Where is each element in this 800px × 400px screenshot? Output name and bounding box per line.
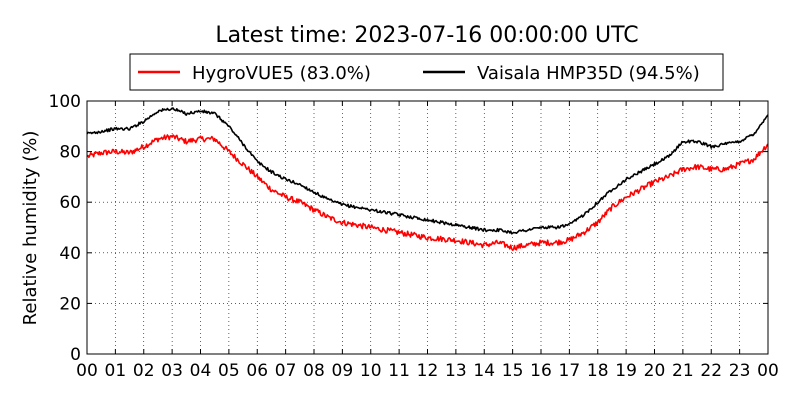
x-tick-label: 21: [672, 361, 694, 381]
x-tick-label: 14: [473, 361, 495, 381]
legend: HygroVUE5 (83.0%) Vaisala HMP35D (94.5%): [129, 53, 724, 91]
y-tick-label: 40: [59, 244, 81, 264]
x-tick-label: 17: [559, 361, 581, 381]
series-line-vaisala-hmp35d: [86, 107, 769, 235]
y-tick-label: 0: [70, 345, 81, 365]
x-tick-label: 10: [360, 361, 382, 381]
x-tick-label: 18: [587, 361, 609, 381]
x-tick-label: 19: [615, 361, 637, 381]
x-tick-label: 15: [502, 361, 524, 381]
y-tick-label: 60: [59, 193, 81, 213]
legend-label-hygrovue: HygroVUE5 (83.0%): [192, 63, 371, 84]
x-tick-label: 01: [105, 361, 127, 381]
x-tick-label: 00: [757, 361, 779, 381]
x-tick-label: 02: [133, 361, 155, 381]
x-tick-label: 23: [729, 361, 751, 381]
x-tick-label: 08: [303, 361, 325, 381]
x-tick-label: 03: [161, 361, 183, 381]
legend-label-vaisala: Vaisala HMP35D (94.5%): [477, 63, 700, 84]
y-tick-label: 20: [59, 294, 81, 314]
y-tick-label: 80: [59, 143, 81, 163]
series-layer: [86, 107, 769, 251]
x-tick-label: 12: [417, 361, 439, 381]
x-tick-label: 04: [190, 361, 212, 381]
ticks: 00 01 02 03 04 05 06 07 08 09 10 11 12 13 14 15 16 17 18 19…: [49, 92, 779, 381]
x-tick-label: 13: [445, 361, 467, 381]
y-axis-label: Relative humidity (%): [20, 131, 41, 326]
x-tick-label: 06: [246, 361, 268, 381]
x-tick-label: 00: [76, 361, 98, 381]
x-tick-label: 16: [530, 361, 552, 381]
y-tick-label: 100: [49, 92, 81, 112]
x-tick-label: 11: [388, 361, 410, 381]
series-line-hygrovue5: [86, 134, 769, 251]
grid: [87, 101, 768, 354]
x-tick-label: 07: [275, 361, 297, 381]
x-tick-label: 09: [332, 361, 354, 381]
x-tick-label: 05: [218, 361, 240, 381]
x-tick-label: 22: [700, 361, 722, 381]
x-tick-label: 20: [644, 361, 666, 381]
chart-title: Latest time: 2023-07-16 00:00:00 UTC: [215, 23, 638, 48]
